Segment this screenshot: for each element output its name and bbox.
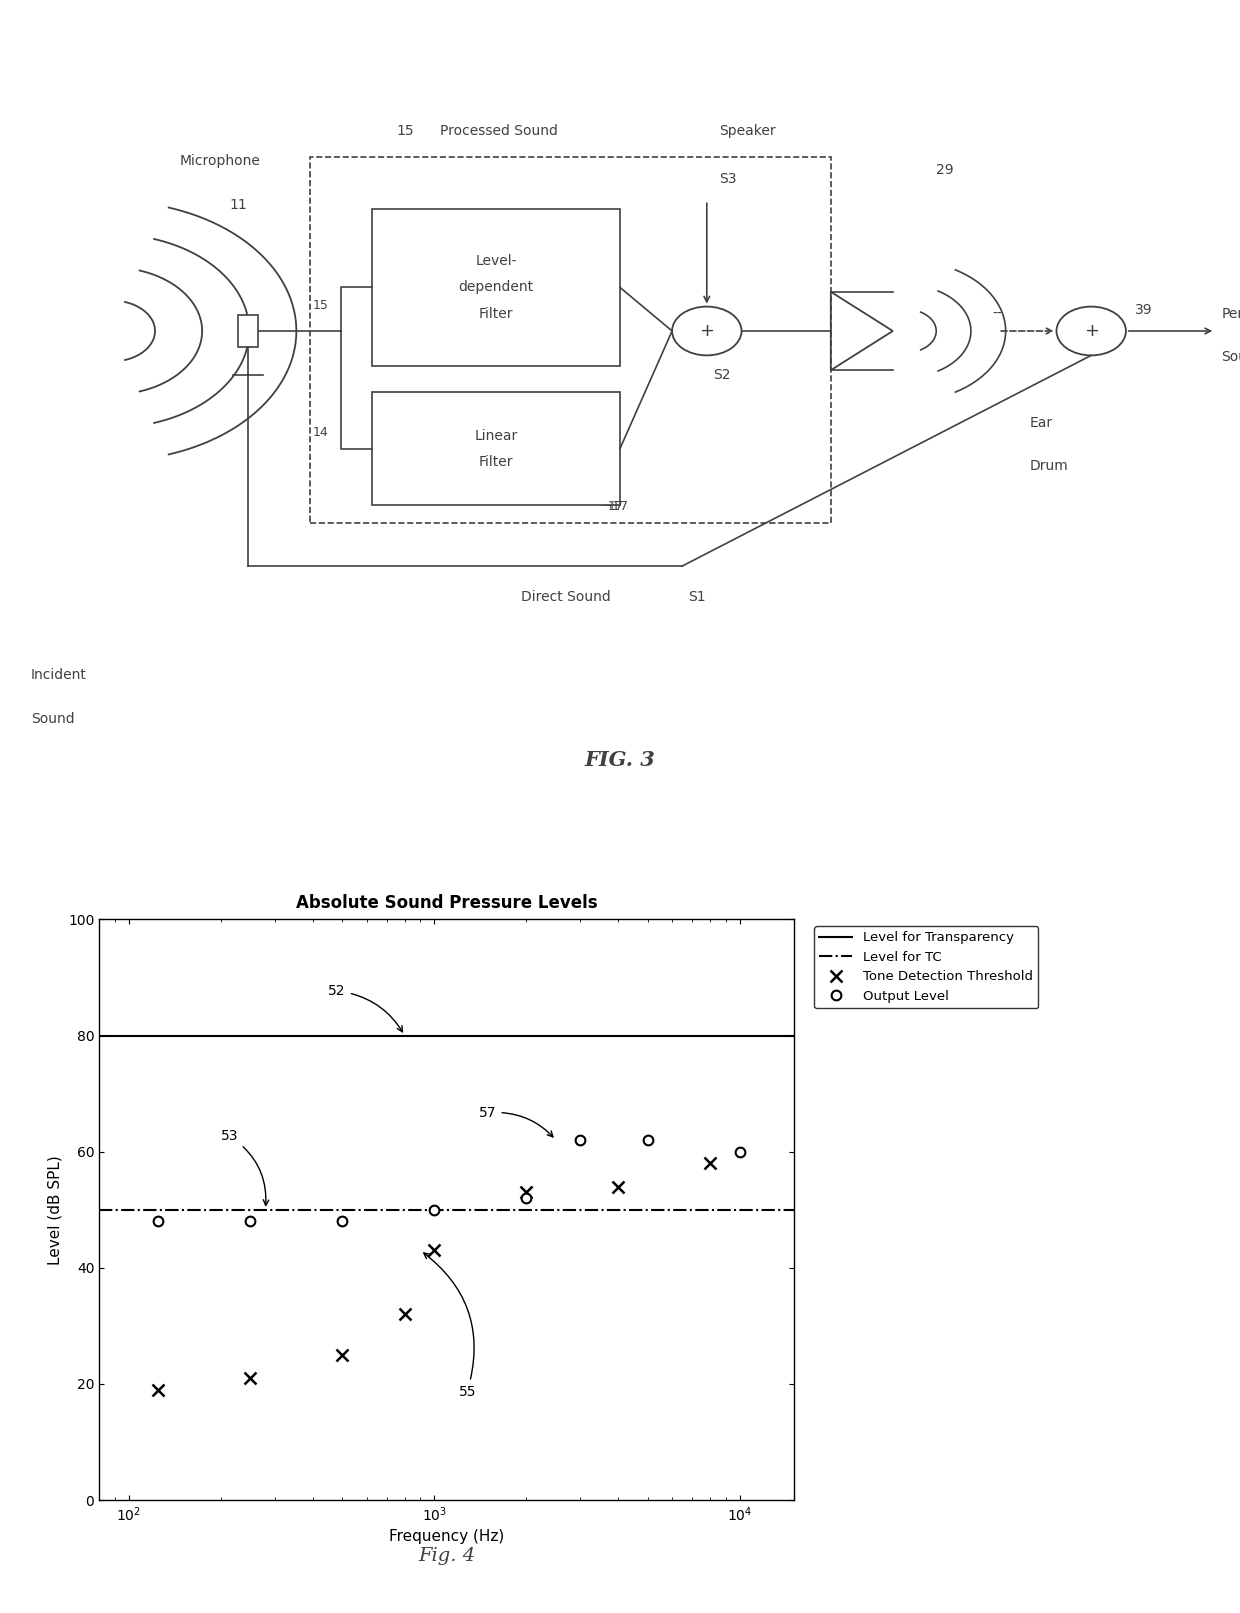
Title: Absolute Sound Pressure Levels: Absolute Sound Pressure Levels [295,894,598,913]
Text: --: -- [992,306,1002,321]
Text: dependent: dependent [459,281,533,295]
Text: Perceived: Perceived [1221,306,1240,321]
Text: 15: 15 [312,300,329,313]
Text: 52: 52 [329,984,403,1032]
Text: 17: 17 [608,500,624,513]
Bar [372,210,620,366]
Y-axis label: Level (dB SPL): Level (dB SPL) [47,1155,62,1265]
Text: 14: 14 [312,426,329,439]
Text: 11: 11 [229,198,247,211]
Text: +: + [699,323,714,340]
Text: 39: 39 [1135,303,1152,316]
Text: Microphone: Microphone [180,155,260,168]
Text: Fig. 4: Fig. 4 [418,1547,475,1565]
Text: Processed Sound: Processed Sound [440,124,558,139]
Text: 55: 55 [424,1253,476,1398]
Text: S1: S1 [688,590,706,603]
Text: Sound: Sound [1221,350,1240,365]
Text: 53: 53 [221,1129,269,1205]
Text: 57: 57 [479,1107,553,1137]
Text: Direct Sound: Direct Sound [521,590,610,603]
Bar [372,392,620,505]
Text: Sound: Sound [31,711,74,726]
X-axis label: Frequency (Hz): Frequency (Hz) [389,1529,503,1544]
Text: 15: 15 [397,124,414,139]
Text: Drum: Drum [1029,460,1068,473]
Text: +: + [1084,323,1099,340]
Text: Level-: Level- [475,255,517,268]
Text: Filter: Filter [479,306,513,321]
Legend: Level for Transparency, Level for TC, Tone Detection Threshold, Output Level: Level for Transparency, Level for TC, To… [815,926,1038,1008]
Text: 29: 29 [936,163,954,177]
Text: S2: S2 [713,368,730,382]
Text: Linear: Linear [475,429,517,442]
Text: Ear: Ear [1029,416,1053,429]
Text: S3: S3 [719,173,737,185]
Text: Incident: Incident [31,668,87,682]
Text: Speaker: Speaker [719,124,776,139]
Text: FIG. 3: FIG. 3 [584,750,656,771]
Bar [310,156,831,523]
Bar [238,315,258,347]
Text: $\neg$17: $\neg$17 [601,500,629,513]
Text: Filter: Filter [479,455,513,469]
